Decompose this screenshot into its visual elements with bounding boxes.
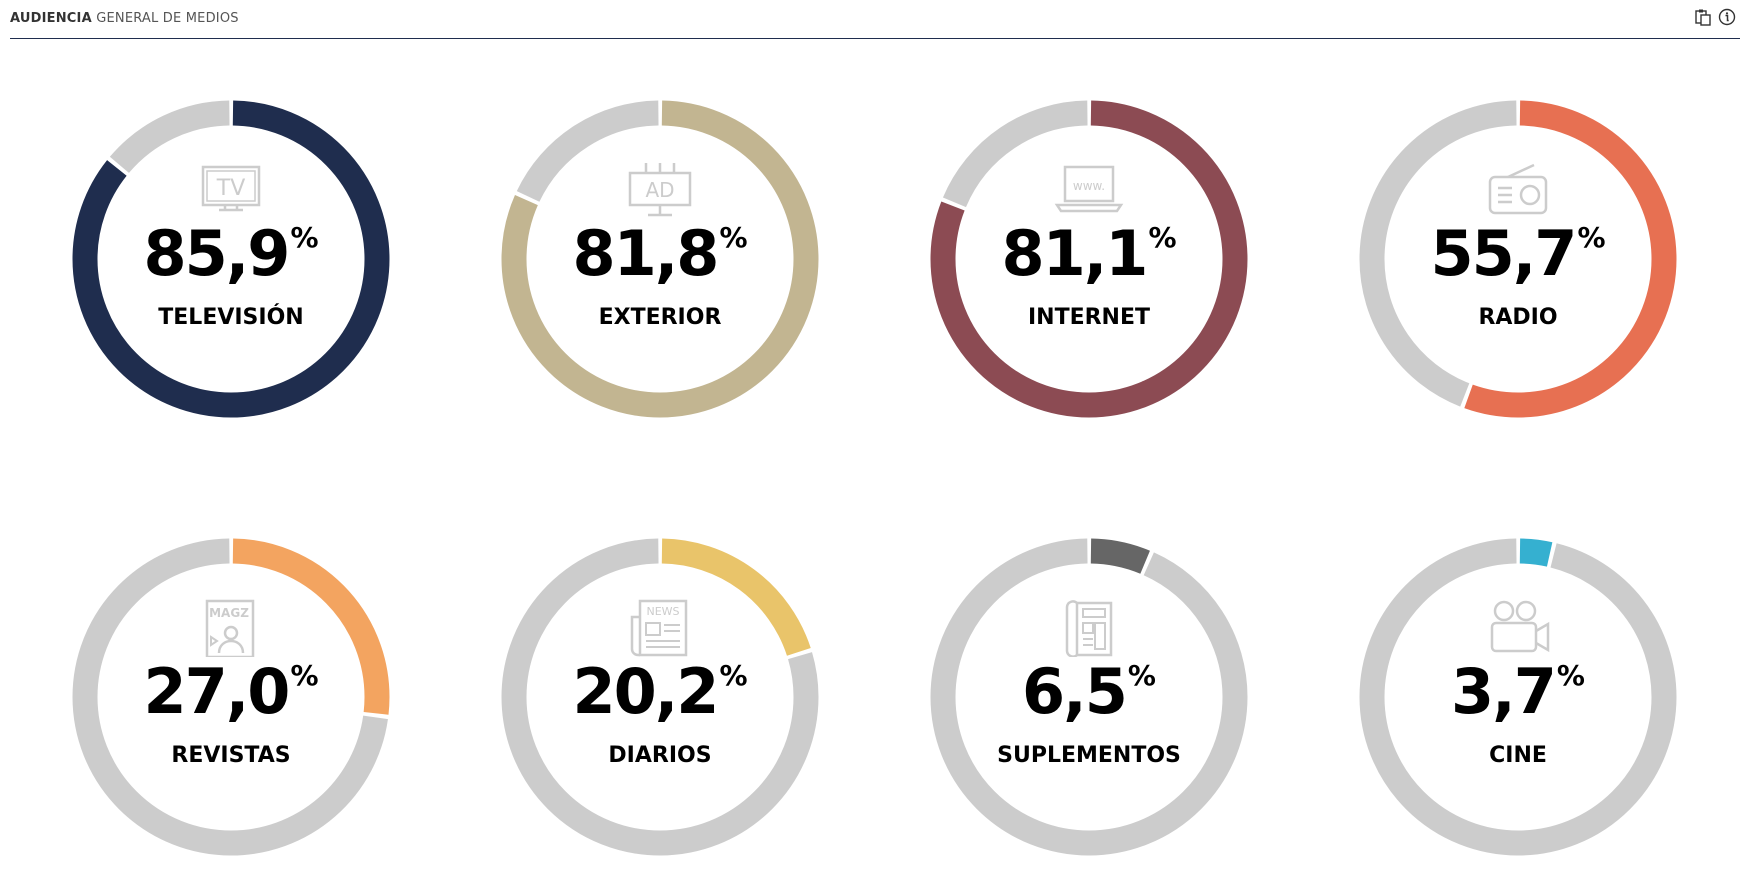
donut-value: 20,2%	[490, 655, 830, 728]
donut-remainder-arc	[1359, 538, 1677, 856]
donut-chart	[930, 100, 1248, 418]
header: AUDIENCIA GENERAL DE MEDIOS	[10, 0, 1740, 39]
donut-label: TELEVISIÓN	[158, 305, 304, 330]
donut-chart	[1359, 100, 1677, 418]
svg-text:NEWS: NEWS	[646, 605, 679, 618]
billboard-icon: AD	[628, 163, 692, 217]
donut-chart	[1359, 538, 1677, 856]
value-number: 81,8	[572, 217, 719, 290]
svg-text:MAGZ: MAGZ	[209, 606, 249, 620]
value-number: 6,5	[1022, 655, 1128, 728]
radio-icon	[1488, 163, 1548, 215]
donut-label: DIARIOS	[608, 743, 712, 768]
title-rest: GENERAL DE MEDIOS	[96, 11, 239, 26]
donut-label: EXTERIOR	[598, 305, 722, 330]
donut-remainder-arc	[501, 538, 819, 856]
value-unit: %	[719, 659, 748, 692]
donut-card-revistas: MAGZ 27,0% REVISTAS	[61, 527, 401, 867]
svg-text:TV: TV	[216, 176, 246, 201]
svg-text:www.: www.	[1073, 179, 1105, 193]
donut-value: 85,9%	[61, 217, 401, 290]
donut-card-internet: www. 81,1% INTERNET	[919, 89, 1259, 429]
donut-remainder-arc	[72, 538, 390, 856]
value-unit: %	[1556, 659, 1585, 692]
tv-icon: TV	[201, 165, 261, 212]
donut-value-arc	[72, 538, 390, 856]
newspaper-icon: NEWS	[630, 599, 688, 657]
donut-card-cine: 3,7% CINE	[1348, 527, 1688, 867]
svg-text:AD: AD	[645, 178, 674, 202]
donut-value: 81,1%	[919, 217, 1259, 290]
value-unit: %	[1127, 659, 1156, 692]
donut-label: SUPLEMENTOS	[997, 743, 1181, 768]
donut-chart	[501, 538, 819, 856]
donut-card-radio: 55,7% RADIO	[1348, 89, 1688, 429]
magazine-icon: MAGZ	[205, 599, 255, 657]
donut-value-arc	[1359, 100, 1677, 418]
donut-value: 27,0%	[61, 655, 401, 728]
value-unit: %	[719, 221, 748, 254]
value-number: 27,0	[143, 655, 290, 728]
donut-chart	[930, 538, 1248, 856]
donut-card-exterior: AD 81,8% EXTERIOR	[490, 89, 830, 429]
donut-remainder-arc	[930, 538, 1248, 856]
donut-value: 81,8%	[490, 217, 830, 290]
info-icon[interactable]	[1718, 8, 1736, 26]
value-unit: %	[290, 221, 319, 254]
movie-camera-icon	[1490, 600, 1550, 653]
donut-remainder-arc	[1359, 100, 1677, 418]
value-number: 20,2	[572, 655, 719, 728]
donut-value: 3,7%	[1348, 655, 1688, 728]
donut-chart	[501, 100, 819, 418]
donut-value-arc	[501, 100, 819, 418]
clipboard-icon[interactable]	[1694, 8, 1712, 26]
laptop-www-icon: www.	[1054, 165, 1124, 213]
donut-value: 6,5%	[919, 655, 1259, 728]
donut-card-suplementos: 6,5% SUPLEMENTOS	[919, 527, 1259, 867]
donut-value: 55,7%	[1348, 217, 1688, 290]
supplement-icon	[1065, 600, 1113, 657]
donut-card-television: TV 85,9% TELEVISIÓN	[61, 89, 401, 429]
donut-chart	[72, 100, 390, 418]
page-title: AUDIENCIA GENERAL DE MEDIOS	[10, 11, 239, 26]
value-unit: %	[1577, 221, 1606, 254]
donut-label: INTERNET	[1027, 305, 1151, 330]
donut-card-diarios: NEWS 20,2% DIARIOS	[490, 527, 830, 867]
value-number: 81,1	[1001, 217, 1148, 290]
donut-value-arc	[930, 100, 1248, 418]
title-bold: AUDIENCIA	[10, 11, 92, 26]
donut-value-arc	[72, 100, 390, 418]
value-unit: %	[290, 659, 319, 692]
value-number: 3,7	[1451, 655, 1557, 728]
value-number: 85,9	[143, 217, 290, 290]
value-unit: %	[1148, 221, 1177, 254]
donut-label: CINE	[1489, 743, 1547, 768]
donut-label: RADIO	[1478, 305, 1558, 330]
donut-label: REVISTAS	[171, 743, 291, 768]
value-number: 55,7	[1430, 217, 1577, 290]
donut-chart	[72, 538, 390, 856]
